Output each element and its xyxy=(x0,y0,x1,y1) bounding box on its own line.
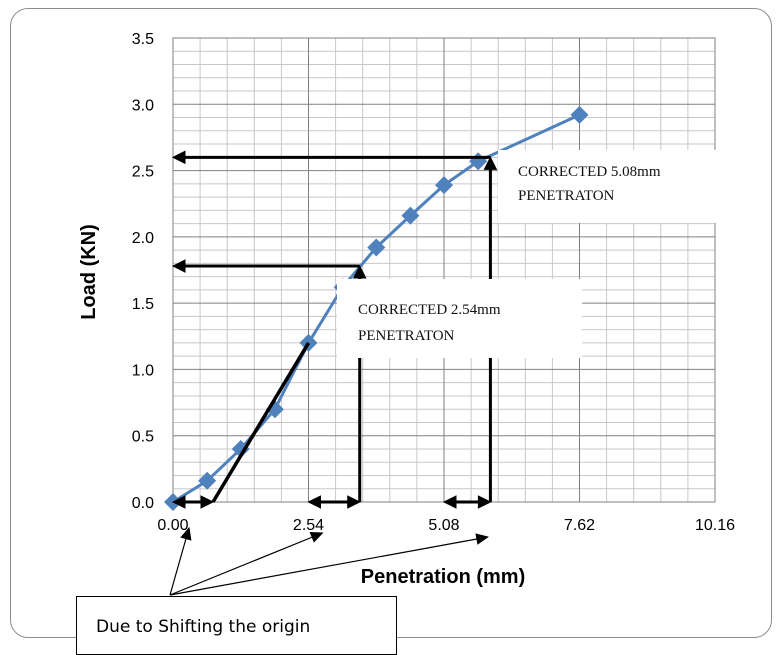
x-tick-label: 7.62 xyxy=(564,517,595,534)
pointer-arrow-head xyxy=(475,533,489,545)
y-tick-label: 1.5 xyxy=(132,296,154,313)
y-tick-label: 0.0 xyxy=(132,495,154,512)
pointer-line xyxy=(169,532,323,596)
y-axis-title: Load (KN) xyxy=(78,224,100,320)
tangent-line xyxy=(211,342,311,503)
y-tick-label: 3.5 xyxy=(132,31,154,48)
x-tick-label: 2.54 xyxy=(293,517,324,534)
series-point xyxy=(231,439,250,458)
x-axis-title: Penetration (mm) xyxy=(361,566,525,588)
callout-2-54: CORRECTED 2.54mm PENETRATON xyxy=(337,279,582,358)
y-tick-label: 0.5 xyxy=(132,429,154,446)
x-tick-label: 5.08 xyxy=(428,517,459,534)
x-axis-ticks: 0.00 2.54 5.08 7.62 10.16 xyxy=(157,517,735,534)
arrow-head xyxy=(307,495,321,509)
arrow-head xyxy=(477,495,492,509)
series-point xyxy=(469,152,488,171)
arrow-head xyxy=(483,156,498,170)
pointer-arrow-head xyxy=(309,531,324,543)
x-tick-label: 0.00 xyxy=(157,517,188,534)
pointer-line xyxy=(169,536,488,596)
callout-2-54-line1: CORRECTED 2.54mm xyxy=(358,302,501,318)
origin-shift-pointers xyxy=(169,526,489,596)
x-tick-label: 10.16 xyxy=(695,517,735,534)
callout-5-08: CORRECTED 5.08mm PENETRATON xyxy=(498,150,745,223)
y-axis-ticks: 0.0 0.5 1.0 1.5 2.0 2.5 3.0 3.5 xyxy=(132,31,154,512)
origin-shift-note-text: Due to Shifting the origin xyxy=(96,617,311,637)
callout-2-54-line2: PENETRATON xyxy=(358,328,455,344)
series-point xyxy=(198,471,217,490)
y-tick-label: 2.5 xyxy=(132,164,154,181)
arrow-head xyxy=(442,495,457,509)
series-point xyxy=(435,176,453,195)
arrow-head xyxy=(352,264,367,279)
correction-annotations xyxy=(171,150,498,509)
arrow-head xyxy=(171,150,186,165)
callout-5-08-line2: PENETRATON xyxy=(518,188,615,204)
y-tick-label: 3.0 xyxy=(132,97,154,114)
series-point xyxy=(570,105,589,124)
arrow-head xyxy=(347,495,361,509)
series-point xyxy=(367,238,386,257)
pointer-arrow-head xyxy=(180,526,192,541)
callout-5-08-line1: CORRECTED 5.08mm xyxy=(518,164,661,180)
arrow-head xyxy=(171,495,186,509)
origin-shift-note: Due to Shifting the origin xyxy=(76,596,397,655)
arrow-head xyxy=(200,495,215,509)
y-tick-label: 2.0 xyxy=(132,230,154,247)
arrow-head xyxy=(171,259,186,273)
series-point xyxy=(401,206,420,225)
y-tick-label: 1.0 xyxy=(132,362,154,379)
pointer-line xyxy=(169,527,190,596)
